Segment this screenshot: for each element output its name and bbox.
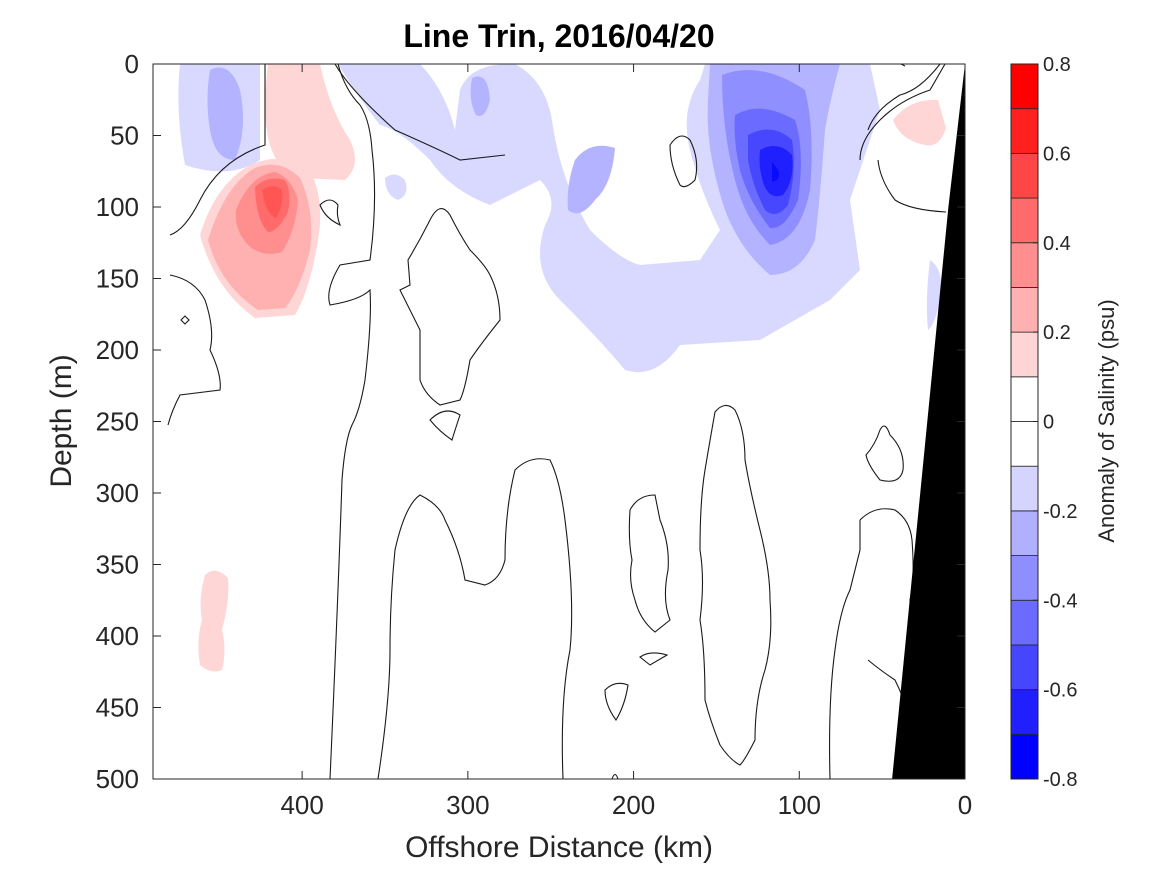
colorbar-segment [1010,287,1039,333]
zero-contour-line [829,520,861,779]
colorbar-segment [1010,152,1039,199]
colorbar-segment [1010,689,1039,735]
contour-band [385,174,407,200]
colorbar-segment [1010,644,1039,691]
zero-contour-line [859,64,946,161]
colorbar-tick-label: 0.6 [1043,143,1071,165]
zero-contour-line [604,682,629,721]
y-tick-label: 500 [96,764,139,794]
bottom-topography [892,64,965,779]
x-axis: 400 300 200 100 0 [280,64,972,820]
colorbar-tick-label: 0.2 [1043,322,1071,344]
colorbar-segment [1010,108,1039,154]
y-axis: 0 50 100 150 200 250 300 350 400 450 500 [96,49,965,794]
colorbar-tick-label: -0.2 [1043,501,1077,523]
zero-contour-line [699,404,772,766]
colorbar-segment [1010,376,1039,422]
chart-title: Line Trin, 2016/04/20 [403,18,714,54]
zero-contour-line [877,159,947,213]
y-tick-label: 100 [96,192,139,222]
zero-contour-line [639,652,669,666]
zero-contour-line [865,425,904,482]
contour-band [515,64,720,265]
y-tick-label: 400 [96,621,139,651]
x-tick-label: 300 [446,790,489,820]
contour-band [207,67,244,160]
colorbar: -0.8 -0.6 -0.4 -0.2 0 0.2 0.4 0.6 0.8 [1010,54,1077,791]
zero-contour-line [611,773,619,779]
colorbar-segment [1010,421,1039,467]
colorbar-segment [1010,733,1039,780]
colorbar-segment [1010,63,1039,110]
zero-contour-line [319,199,342,227]
zero-contour-line [429,410,461,441]
plot-area [152,63,966,780]
y-tick-label: 250 [96,407,139,437]
zero-contour-line [399,208,501,406]
contour-band [893,99,946,146]
zero-contour-line [180,315,190,325]
x-tick-label: 100 [778,790,821,820]
y-tick-label: 200 [96,335,139,365]
x-axis-label: Offshore Distance (km) [405,831,713,864]
y-axis-label: Depth (m) [45,354,78,487]
x-tick-label: 400 [280,790,323,820]
colorbar-segment [1010,555,1039,601]
colorbar-segment [1010,197,1039,244]
y-tick-label: 300 [96,478,139,508]
contour-band [772,162,780,182]
contour-band [926,260,942,330]
contour-fill-layer [178,64,946,672]
zero-contour-line [169,64,266,236]
colorbar-tick-label: 0.4 [1043,233,1071,255]
colorbar-label: Anomaly of Salinity (psu) [1094,299,1119,542]
x-tick-label: 200 [612,790,655,820]
x-tick-label: 0 [958,790,972,820]
colorbar-tick-label: -0.6 [1043,680,1077,702]
colorbar-segment [1010,465,1039,512]
colorbar-tick-label: 0.8 [1043,54,1071,76]
y-tick-label: 450 [96,693,139,723]
contour-band [470,76,490,116]
zero-contour-line [377,458,573,779]
zero-contour-line [880,64,906,67]
y-tick-label: 0 [125,49,139,79]
zero-contour-line [167,274,221,426]
zero-contour-line [669,135,698,188]
colorbar-segment [1010,242,1039,288]
y-tick-label: 150 [96,264,139,294]
contour-band [265,64,355,180]
zero-contour-line [328,64,376,779]
y-tick-label: 350 [96,550,139,580]
contour-band [198,570,229,672]
contour-band [567,145,615,214]
colorbar-segment [1010,599,1039,646]
colorbar-tick-label: 0 [1043,412,1054,434]
zero-contour-line [628,494,671,633]
y-tick-label: 50 [110,121,139,151]
colorbar-segment [1010,510,1039,556]
colorbar-tick-label: -0.4 [1043,590,1077,612]
contour-band [262,186,283,218]
zero-contour-line [334,64,506,161]
colorbar-segment [1010,331,1039,378]
colorbar-tick-label: -0.8 [1043,769,1077,791]
